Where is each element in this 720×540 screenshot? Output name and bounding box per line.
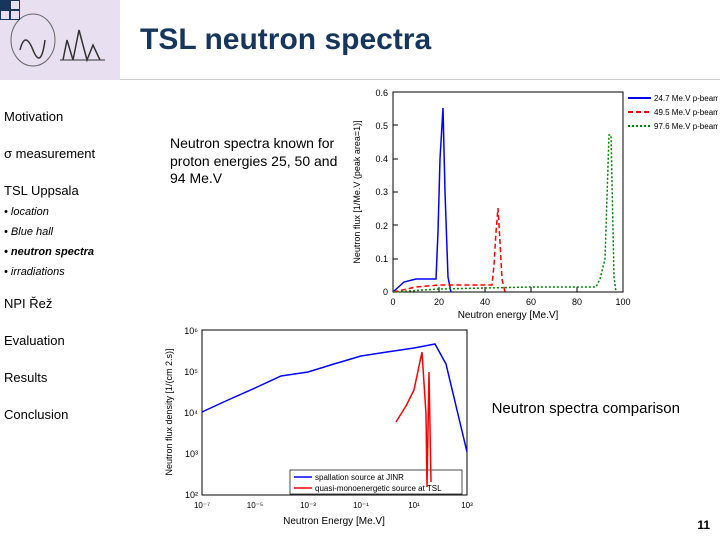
svg-text:100: 100 — [615, 297, 630, 307]
sidebar-sub-label: location — [11, 206, 49, 218]
top-chart: 0 0.1 0.2 0.3 0.4 0.5 0.6 0 20 40 60 80 … — [348, 82, 718, 320]
svg-text:0.6: 0.6 — [375, 88, 388, 98]
sidebar-item-evaluation[interactable]: Evaluation — [0, 329, 140, 352]
svg-text:10⁴: 10⁴ — [184, 408, 198, 418]
svg-text:0.4: 0.4 — [375, 154, 388, 164]
sidebar-item-motivation[interactable]: Motivation — [0, 105, 140, 128]
svg-text:10⁻⁵: 10⁻⁵ — [247, 501, 263, 510]
svg-text:10³: 10³ — [185, 449, 198, 459]
x-axis-label: Neutron energy [Me.V] — [458, 310, 559, 320]
page-title: TSL neutron spectra — [140, 23, 431, 57]
svg-text:0.1: 0.1 — [375, 254, 388, 264]
sidebar: Motivation σ measurement TSL Uppsala • l… — [0, 105, 140, 426]
svg-text:10²: 10² — [185, 490, 198, 500]
intro-text: Neutron spectra known for proton energie… — [170, 135, 340, 188]
header: TSL neutron spectra — [0, 0, 720, 80]
sidebar-item-measurement[interactable]: σ measurement — [0, 142, 140, 165]
comparison-text: Neutron spectra comparison — [492, 400, 680, 417]
page-number: 11 — [697, 518, 710, 532]
comparison-label: Neutron spectra comparison — [492, 400, 680, 417]
legend: 24.7 Me.V p-beam, 2 mm Li-target 49.5 Me… — [628, 94, 718, 131]
svg-text:0.2: 0.2 — [375, 221, 388, 231]
sidebar-sub-neutron-spectra[interactable]: • neutron spectra — [0, 242, 140, 262]
svg-text:0.3: 0.3 — [375, 187, 388, 197]
sidebar-sub-irradiations[interactable]: • irradiations — [0, 262, 140, 282]
logo-icon — [5, 10, 115, 70]
y-axis-label: Neutron flux density [1/(cm 2.s)] — [164, 348, 174, 475]
svg-text:49.5 Me.V p-beam, 4 mm Li-targ: 49.5 Me.V p-beam, 4 mm Li-target — [654, 108, 718, 117]
svg-text:40: 40 — [480, 297, 490, 307]
svg-text:20: 20 — [434, 297, 444, 307]
sidebar-item-npi[interactable]: NPI Řež — [0, 292, 140, 315]
sidebar-sub-label: neutron spectra — [11, 246, 94, 258]
y-axis-label: Neutron flux [1/Me.V (peak area=1)] — [352, 120, 362, 263]
sidebar-item-conclusion[interactable]: Conclusion — [0, 403, 140, 426]
svg-text:60: 60 — [526, 297, 536, 307]
svg-text:10¹: 10¹ — [408, 501, 420, 510]
svg-text:10⁻¹: 10⁻¹ — [353, 501, 369, 510]
sidebar-item-results[interactable]: Results — [0, 366, 140, 389]
svg-text:0.5: 0.5 — [375, 121, 388, 131]
svg-text:0: 0 — [383, 287, 388, 297]
svg-text:10³: 10³ — [461, 501, 473, 510]
svg-text:10⁵: 10⁵ — [184, 367, 198, 377]
sidebar-sub-bluehall[interactable]: • Blue hall — [0, 222, 140, 242]
sidebar-sub-label: irradiations — [11, 266, 65, 278]
svg-text:24.7 Me.V p-beam, 2 mm Li-targ: 24.7 Me.V p-beam, 2 mm Li-target — [654, 94, 718, 103]
sidebar-item-tsl[interactable]: TSL Uppsala — [0, 179, 140, 202]
x-axis-label: Neutron Energy [Me.V] — [283, 516, 385, 527]
svg-text:10⁶: 10⁶ — [184, 326, 198, 336]
svg-text:0: 0 — [390, 297, 395, 307]
svg-text:97.6 Me.V p-beam, 8 mm Li-targ: 97.6 Me.V p-beam, 8 mm Li-target — [654, 122, 718, 131]
svg-text:quasi-monoenergetic source at: quasi-monoenergetic source at TSL — [315, 484, 442, 493]
svg-text:80: 80 — [572, 297, 582, 307]
sidebar-sub-location[interactable]: • location — [0, 202, 140, 222]
bottom-chart: 10² 10³ 10⁴ 10⁵ 10⁶ 10⁻⁷ 10⁻⁵ 10⁻³ 10⁻¹ … — [160, 322, 480, 532]
svg-text:10⁻³: 10⁻³ — [300, 501, 316, 510]
corner-decoration — [0, 0, 20, 20]
svg-text:10⁻⁷: 10⁻⁷ — [194, 501, 210, 510]
sidebar-sub-label: Blue hall — [11, 226, 53, 238]
svg-text:spallation source at JINR: spallation source at JINR — [315, 473, 404, 482]
